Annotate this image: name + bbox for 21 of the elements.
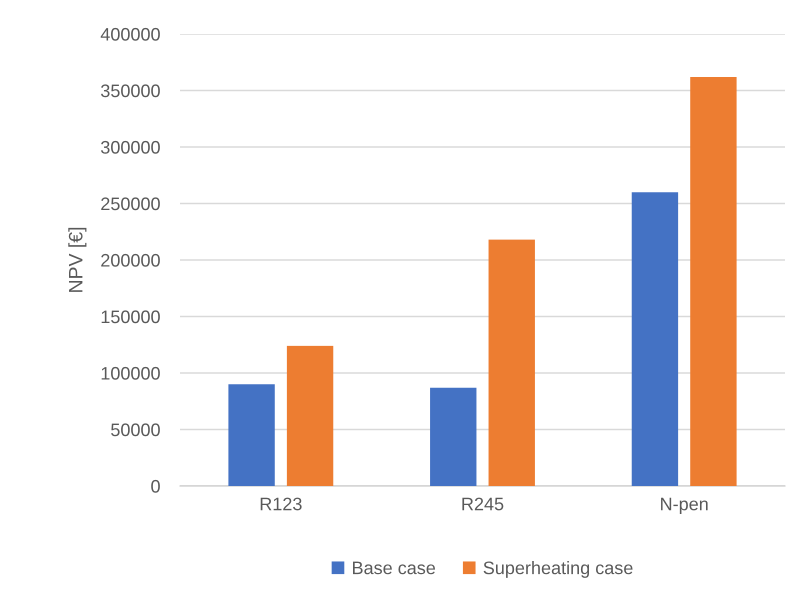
y-tick-label: 350000 (101, 84, 160, 98)
legend-label: Base case (353, 562, 436, 574)
y-tick-label: 300000 (101, 140, 160, 154)
bar (228, 384, 275, 486)
y-axis-title: NPV [€] (68, 228, 86, 292)
y-tick-label: 400000 (100, 28, 160, 41)
y-tick-label: 0 (151, 480, 160, 493)
y-tick-label: 50000 (111, 423, 160, 436)
legend-label: Superheating case (484, 561, 633, 578)
bar (430, 388, 476, 486)
bar (632, 192, 678, 486)
x-tick-label: R245 (462, 498, 504, 510)
y-tick-label: 150000 (102, 310, 160, 324)
bar (488, 240, 535, 486)
y-tick-label: 100000 (102, 366, 160, 380)
y-tick-label: 250000 (101, 197, 160, 210)
x-tick-label: N-pen (661, 498, 708, 514)
y-tick-label: 200000 (101, 254, 160, 267)
bar (690, 76, 737, 486)
bar (286, 346, 334, 486)
x-tick-label: R123 (260, 498, 302, 510)
